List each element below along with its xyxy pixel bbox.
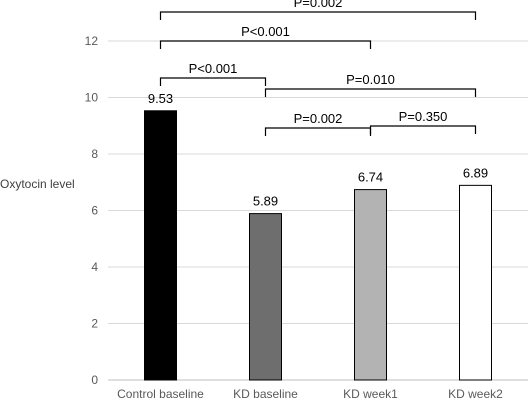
data-label: 5.89 [253,194,278,209]
p-value-label: P=0.002 [294,111,343,126]
y-tick-label: 4 [91,260,98,274]
significance-bracket [369,125,477,134]
x-tick-label: KD week1 [343,387,398,401]
bars [144,110,492,381]
p-value-label: P<0.001 [241,24,290,39]
y-tick-label: 8 [91,147,98,161]
significance-bracket [264,127,372,136]
data-label: 6.74 [358,170,383,185]
y-tick-labels: 0 2 4 6 8 10 12 [85,34,99,387]
bar-2 [354,189,387,381]
x-tick-label: KD week2 [448,387,503,401]
p-value-label: P=0.010 [346,72,395,87]
bar-3 [459,184,492,381]
y-axis-label: Oxytocin level [0,177,75,191]
x-tick-label: Control baseline [117,387,204,401]
significance-bracket [159,40,372,49]
significance-bracket [159,77,267,86]
y-tick-label: 6 [91,204,98,218]
data-labels: 9.53 5.89 6.74 6.89 [148,91,488,209]
significance-bracket [264,88,477,97]
data-label: 6.89 [463,165,488,180]
y-tick-label: 10 [85,91,99,105]
p-value-label: P=0.002 [294,0,343,10]
p-value-label: P=0.350 [399,109,448,124]
y-tick-label: 12 [85,34,99,48]
bar-0 [144,110,177,381]
p-value-label: P<0.001 [189,61,238,76]
y-tick-label: 2 [91,317,98,331]
x-tick-label: KD baseline [233,387,298,401]
bar-1 [249,213,282,381]
x-tick-labels: Control baseline KD baseline KD week1 KD we… [117,387,503,401]
y-tick-label: 0 [91,373,98,387]
data-label: 9.53 [148,91,173,106]
significance-bracket [159,11,477,20]
significance-brackets: P=0.002 P<0.001 P<0.001 P=0.010 P=0.002 P=0.3… [159,0,477,136]
